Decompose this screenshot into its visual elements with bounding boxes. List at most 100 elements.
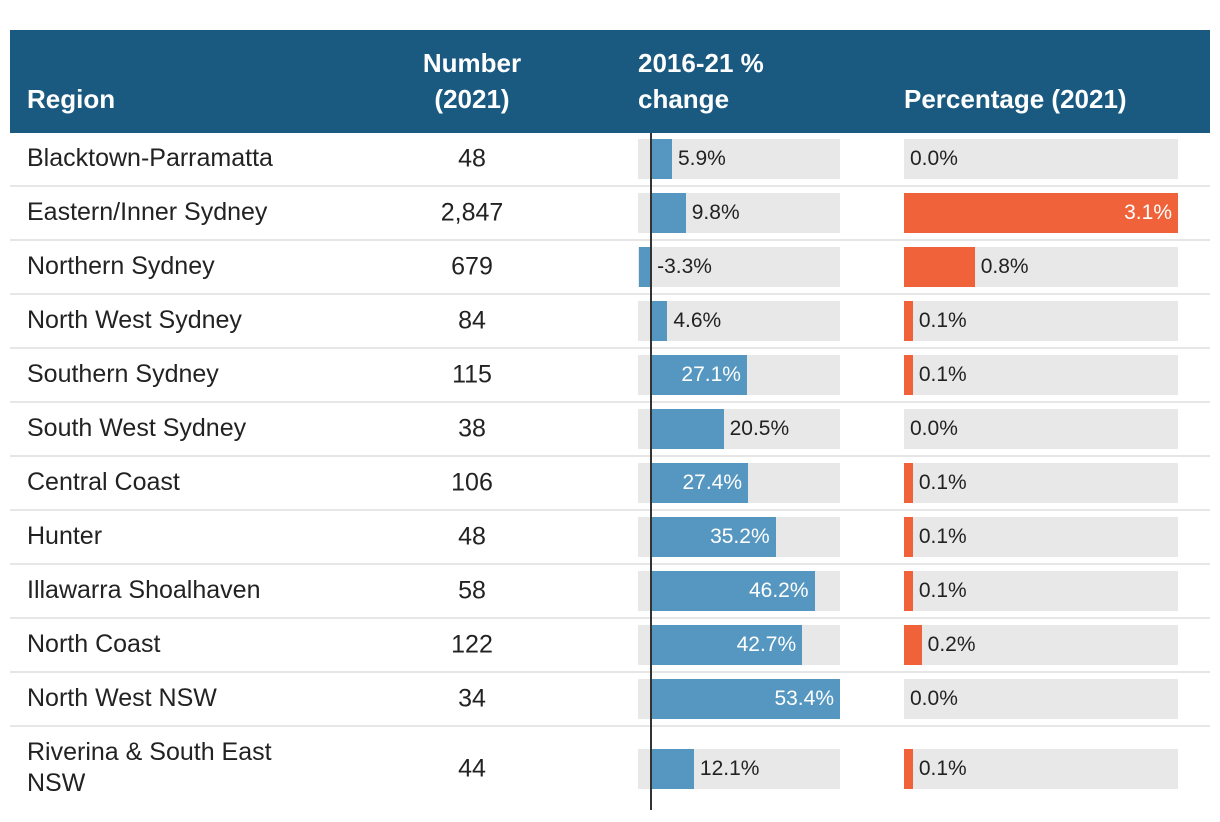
region-cell: Southern Sydney <box>27 360 219 388</box>
table-body: Blacktown-Parramatta 48 5.9% 0.0% Eastern/In… <box>10 133 1210 810</box>
change-track: 53.4% <box>638 679 840 719</box>
table-row: Blacktown-Parramatta 48 5.9% 0.0% <box>10 133 1210 187</box>
data-label: 53.4% <box>774 687 834 710</box>
change-track: 46.2% <box>638 571 840 611</box>
data-label: 0.8% <box>980 255 1029 278</box>
number-cell: 58 <box>458 576 486 605</box>
share-track: 3.1% <box>904 193 1178 233</box>
bar <box>651 679 840 719</box>
number-cell: 84 <box>458 306 486 335</box>
bar <box>904 193 1178 233</box>
change-track: 5.9% <box>638 139 840 179</box>
region-cell: Riverina & South East NSW <box>27 738 272 797</box>
bar <box>651 748 694 789</box>
share-track: 0.1% <box>904 301 1178 341</box>
data-label: -3.3% <box>657 255 712 278</box>
header-cell: Number (2021) <box>422 48 522 114</box>
bar <box>904 463 913 503</box>
data-label: 0.1% <box>918 471 967 494</box>
data-label: 46.2% <box>748 579 809 602</box>
data-label: 0.0% <box>910 417 958 440</box>
share-track: 0.2% <box>904 625 1178 665</box>
share-track: 0.0% <box>904 139 1178 179</box>
bar <box>904 748 913 789</box>
share-track: 0.1% <box>904 748 1178 789</box>
bar <box>651 571 815 611</box>
region-cell: North West NSW <box>27 684 217 712</box>
number-cell: 44 <box>458 754 486 782</box>
table-row: Southern Sydney 115 27.1% 0.1% <box>10 349 1210 403</box>
bar <box>904 625 922 665</box>
change-track: 27.4% <box>638 463 840 503</box>
number-cell: 34 <box>458 684 486 713</box>
region-cell: North Coast <box>27 630 161 658</box>
data-label: 42.7% <box>736 633 797 656</box>
bar <box>651 301 668 341</box>
bar <box>651 355 747 395</box>
data-label: 0.2% <box>927 633 976 656</box>
bar <box>651 463 748 503</box>
share-track: 0.1% <box>904 571 1178 611</box>
region-cell: South West Sydney <box>27 414 247 442</box>
header-cell: Region <box>27 84 116 114</box>
share-track: 0.1% <box>904 463 1178 503</box>
region-cell: Hunter <box>27 522 103 550</box>
table-header: Region Number (2021) 2016-21 % change Pe… <box>10 30 1210 133</box>
change-track: 9.8% <box>638 193 840 233</box>
data-label: 0.1% <box>918 579 967 602</box>
number-cell: 2,847 <box>440 198 504 227</box>
data-label: 0.1% <box>918 363 967 386</box>
bar <box>651 193 686 233</box>
data-label: 0.1% <box>918 756 967 780</box>
table-row: North West NSW 34 53.4% 0.0% <box>10 673 1210 727</box>
data-label: 0.1% <box>918 525 967 548</box>
bar <box>904 301 913 341</box>
bar <box>651 625 803 665</box>
data-label: 35.2% <box>710 525 770 548</box>
data-label: 0.0% <box>910 147 958 170</box>
region-cell: Northern Sydney <box>27 252 215 280</box>
share-track: 0.8% <box>904 247 1178 287</box>
number-cell: 48 <box>458 144 486 173</box>
table-row: Northern Sydney 679 -3.3% 0.8% <box>10 241 1210 295</box>
data-label: 3.1% <box>1124 201 1172 224</box>
region-cell: North West Sydney <box>27 306 242 334</box>
share-track: 0.1% <box>904 355 1178 395</box>
region-cell: Central Coast <box>27 468 180 496</box>
data-label: 4.6% <box>673 309 722 332</box>
change-track: 42.7% <box>638 625 840 665</box>
bar <box>651 139 672 179</box>
region-cell: Eastern/Inner Sydney <box>27 198 268 226</box>
table-row: North West Sydney 84 4.6% 0.1% <box>10 295 1210 349</box>
number-cell: 122 <box>451 630 493 659</box>
change-track: 27.1% <box>638 355 840 395</box>
region-cell: Illawarra Shoalhaven <box>27 576 261 604</box>
bar <box>904 517 913 557</box>
share-track: 0.0% <box>904 409 1178 449</box>
table-row: South West Sydney 38 20.5% 0.0% <box>10 403 1210 457</box>
data-label: 9.8% <box>691 201 740 224</box>
data-label: 5.9% <box>677 147 726 170</box>
bar <box>904 355 913 395</box>
number-cell: 679 <box>451 252 493 281</box>
table-row: North Coast 122 42.7% 0.2% <box>10 619 1210 673</box>
share-track: 0.0% <box>904 679 1178 719</box>
data-label: 0.0% <box>910 687 958 710</box>
change-track: -3.3% <box>638 247 840 287</box>
change-track: 20.5% <box>638 409 840 449</box>
header-cell: Percentage (2021) <box>904 84 1127 114</box>
change-track: 12.1% <box>638 748 840 789</box>
bar <box>904 571 913 611</box>
table-row: Illawarra Shoalhaven 58 46.2% 0.1% <box>10 565 1210 619</box>
data-label: 12.1% <box>699 756 760 780</box>
number-cell: 115 <box>452 360 492 389</box>
data-label: 27.1% <box>681 363 741 386</box>
share-track: 0.1% <box>904 517 1178 557</box>
number-cell: 48 <box>458 522 486 551</box>
number-cell: 106 <box>451 468 493 497</box>
table-row: Eastern/Inner Sydney 2,847 9.8% 3.1% <box>10 187 1210 241</box>
zero-line <box>650 133 653 810</box>
header-cell: 2016-21 % change <box>638 48 764 114</box>
bar <box>651 409 724 449</box>
